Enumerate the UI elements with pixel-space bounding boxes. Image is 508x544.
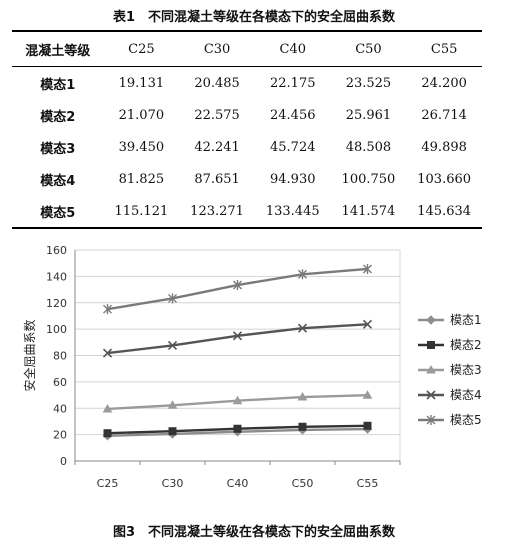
x-tick-label: C55: [357, 477, 379, 490]
data-point: [103, 429, 112, 438]
table-cell: 133.445: [254, 195, 331, 229]
table-cell: 22.575: [194, 107, 240, 123]
table-cell: 45.724: [270, 139, 316, 155]
column-header: C25: [103, 30, 180, 67]
data-point: [363, 421, 372, 430]
data-point: [233, 424, 242, 433]
table-cell: 21.070: [118, 107, 165, 123]
data-point: [167, 400, 178, 409]
y-tick-label: 160: [46, 244, 67, 257]
y-axis-title: 安全屈曲系数: [22, 319, 37, 391]
data-point: [362, 319, 373, 329]
buckling-coefficient-table: 混凝土等级 C25 C30 C40 C50 C55 模态1 19.131 20.…: [12, 30, 482, 229]
legend-marker: [427, 341, 435, 349]
row-label: 模态1: [40, 77, 76, 93]
row-label: 模态2: [40, 109, 76, 125]
data-point: [298, 269, 307, 280]
data-point: [233, 280, 242, 291]
data-point: [232, 331, 243, 341]
data-point: [297, 392, 308, 401]
legend-marker: [426, 415, 436, 425]
data-point: [167, 340, 178, 350]
row-label: 模态5: [12, 195, 104, 229]
y-tick-label: 140: [46, 270, 67, 283]
data-point: [102, 348, 113, 358]
table-row: 模态5 115.121 123.271 133.445 141.574 145.…: [12, 195, 482, 229]
y-tick-label: 20: [53, 429, 67, 442]
row-label: 模态3: [40, 141, 76, 157]
table-caption: 表1 不同混凝土等级在各模态下的安全屈曲系数: [112, 10, 396, 25]
table-row: 模态2 21.070 22.575 24.456 25.961 26.714: [12, 99, 482, 131]
y-tick-label: 80: [53, 350, 67, 363]
column-header: C55: [406, 30, 482, 67]
table-cell: 24.456: [270, 107, 316, 123]
table-cell: 145.634: [406, 195, 482, 229]
table-cell: 24.200: [421, 75, 467, 91]
data-point: [103, 304, 112, 315]
table-cell: 123.271: [179, 195, 255, 229]
table-cell: 103.660: [417, 171, 472, 187]
table-row: 模态4 81.825 87.651 94.930 100.750 103.660: [12, 163, 482, 195]
row-header-label: 混凝土等级: [12, 30, 104, 67]
table-row: 模态1 19.131 20.485 22.175 23.525 24.200: [12, 67, 482, 100]
table-cell: 26.714: [421, 107, 467, 123]
table-cell: 48.508: [345, 139, 392, 155]
table-cell: 22.175: [270, 75, 316, 91]
table-cell: 39.450: [118, 139, 165, 155]
data-point: [102, 403, 113, 413]
table-cell: 23.525: [345, 75, 392, 91]
table-cell: 49.898: [421, 139, 467, 155]
table-cell: 81.825: [118, 171, 165, 187]
line-chart: 0 20 40 60 80 100 120 140 160 C25 C30 C40 C50 C55 安全屈曲…: [0, 235, 508, 520]
data-point: [363, 263, 372, 274]
table-cell: 19.131: [118, 75, 165, 91]
column-header: C40: [254, 30, 331, 67]
legend-label: 模态1: [450, 313, 482, 327]
y-tick-label: 120: [46, 297, 67, 310]
table-cell: 20.485: [194, 75, 240, 91]
figure-caption: 图3 不同混凝土等级在各模态下的安全屈曲系数: [112, 525, 396, 540]
table-cell: 87.651: [194, 171, 240, 187]
x-tick-label: C25: [97, 477, 119, 490]
y-tick-label: 0: [60, 455, 67, 468]
y-tick-label: 100: [46, 323, 67, 336]
legend-label: 模态2: [450, 338, 482, 352]
table-cell: 25.961: [345, 107, 392, 123]
series-line: [107, 323, 368, 355]
x-tick-label: C40: [227, 477, 249, 490]
data-point: [168, 427, 177, 436]
column-header: C50: [330, 30, 407, 67]
table-cell: 100.750: [341, 171, 396, 187]
legend-label: 模态4: [450, 388, 482, 402]
data-point: [362, 390, 373, 399]
y-tick-label: 60: [53, 376, 67, 389]
table-cell: 141.574: [330, 195, 407, 229]
legend-label: 模态3: [450, 363, 482, 377]
data-point: [298, 422, 307, 431]
row-label: 模态4: [40, 173, 76, 189]
table-cell: 42.241: [194, 139, 240, 155]
chart-canvas: 0 20 40 60 80 100 120 140 160 C25 C30 C40 C50 C55 安全屈曲…: [22, 244, 482, 490]
x-tick-label: C50: [292, 477, 314, 490]
table-row: 模态3 39.450 42.241 45.724 48.508 49.898: [12, 131, 482, 163]
legend-label: 模态5: [450, 413, 482, 427]
data-point: [232, 395, 243, 405]
table-cell: 115.121: [103, 195, 180, 229]
data-point: [168, 293, 177, 304]
legend-marker: [426, 315, 436, 325]
table-header-row: 混凝土等级 C25 C30 C40 C50 C55: [12, 30, 482, 67]
table-cell: 94.930: [270, 171, 316, 187]
legend-marker: [426, 390, 436, 400]
legend-marker: [426, 364, 436, 374]
data-point: [297, 323, 308, 333]
y-tick-label: 40: [53, 402, 67, 415]
column-header: C30: [179, 30, 255, 67]
x-tick-label: C30: [162, 477, 184, 490]
